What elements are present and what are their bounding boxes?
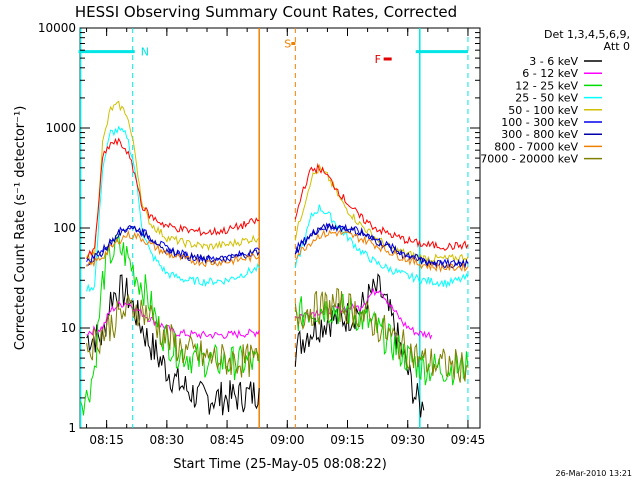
- annotation-label-3: F: [375, 53, 381, 66]
- series-line-2-part-2: [295, 287, 433, 340]
- annotation-bars: N S F: [78, 37, 468, 66]
- x-tick-label-6: 09:30: [390, 433, 425, 447]
- series-line-2-part-1: [86, 300, 260, 340]
- legend-label-8: 800 - 7000 keV: [494, 140, 578, 153]
- footer-date: 26-Mar-2010 13:21: [556, 469, 633, 478]
- axes: 08:15 08:30 08:45 09:00 09:15 09:30 09:45 1 10 10…: [38, 21, 485, 447]
- legend-header-line-2: Att 0: [604, 40, 630, 53]
- legend-label-2: 6 - 12 keV: [522, 67, 578, 80]
- y-axis-label: Corrected Count Rate (s⁻¹ detector⁻¹): [13, 106, 28, 351]
- x-tick-label-4: 09:00: [270, 433, 305, 447]
- legend-label-1: 3 - 6 keV: [529, 55, 578, 68]
- series-line-3-part-1: [80, 233, 260, 416]
- y-tick-label-1: 1: [68, 421, 76, 435]
- legend-header-line-1: Det 1,3,4,5,6,9,: [544, 28, 630, 41]
- chart-title: HESSI Observing Summary Count Rates, Cor…: [75, 3, 457, 21]
- y-tick-label-3: 100: [53, 221, 76, 235]
- series-line-8-part-1: [86, 229, 260, 268]
- y-tick-label-5: 10000: [38, 21, 76, 35]
- x-tick-label-5: 09:15: [330, 433, 365, 447]
- y-tick-label-4: 1000: [45, 121, 76, 135]
- x-tick-label-2: 08:30: [150, 433, 185, 447]
- legend-label-9: 7000 - 20000 keV: [480, 153, 578, 166]
- series-line-4-part-1: [86, 125, 260, 293]
- series-line-7-part-1: [86, 224, 260, 266]
- annotation-label-1: N: [141, 46, 149, 59]
- series-line-9-part-2: [294, 287, 469, 383]
- series-line-9-part-1: [86, 293, 260, 378]
- series-line-4-part-2: [294, 204, 469, 289]
- legend-label-6: 100 - 300 keV: [501, 116, 578, 129]
- x-axis-label: Start Time (25-May-05 08:08:22): [173, 457, 387, 472]
- series-line-1-part-1: [86, 274, 260, 416]
- x-tick-label-1: 08:15: [89, 433, 124, 447]
- series-lines: [80, 100, 469, 418]
- series-line-5-part-2: [294, 163, 469, 264]
- x-tick-label-7: 09:45: [451, 433, 486, 447]
- annotation-label-2: S: [284, 37, 291, 50]
- x-tick-label-3: 08:45: [210, 433, 245, 447]
- series-line-3-part-2: [294, 293, 469, 386]
- series-line-5-part-1: [86, 100, 260, 261]
- series-line-7-part-2: [294, 223, 469, 269]
- legend-label-4: 25 - 50 keV: [515, 92, 578, 105]
- legend-label-7: 300 - 800 keV: [501, 128, 578, 141]
- series-line-10-part-1: [86, 137, 260, 260]
- y-tick-label-2: 10: [61, 321, 76, 335]
- series-line-10-part-2: [294, 162, 469, 252]
- legend-label-3: 12 - 25 keV: [515, 79, 578, 92]
- series-line-8-part-2: [295, 229, 469, 273]
- legend-label-5: 50 - 100 keV: [508, 104, 578, 117]
